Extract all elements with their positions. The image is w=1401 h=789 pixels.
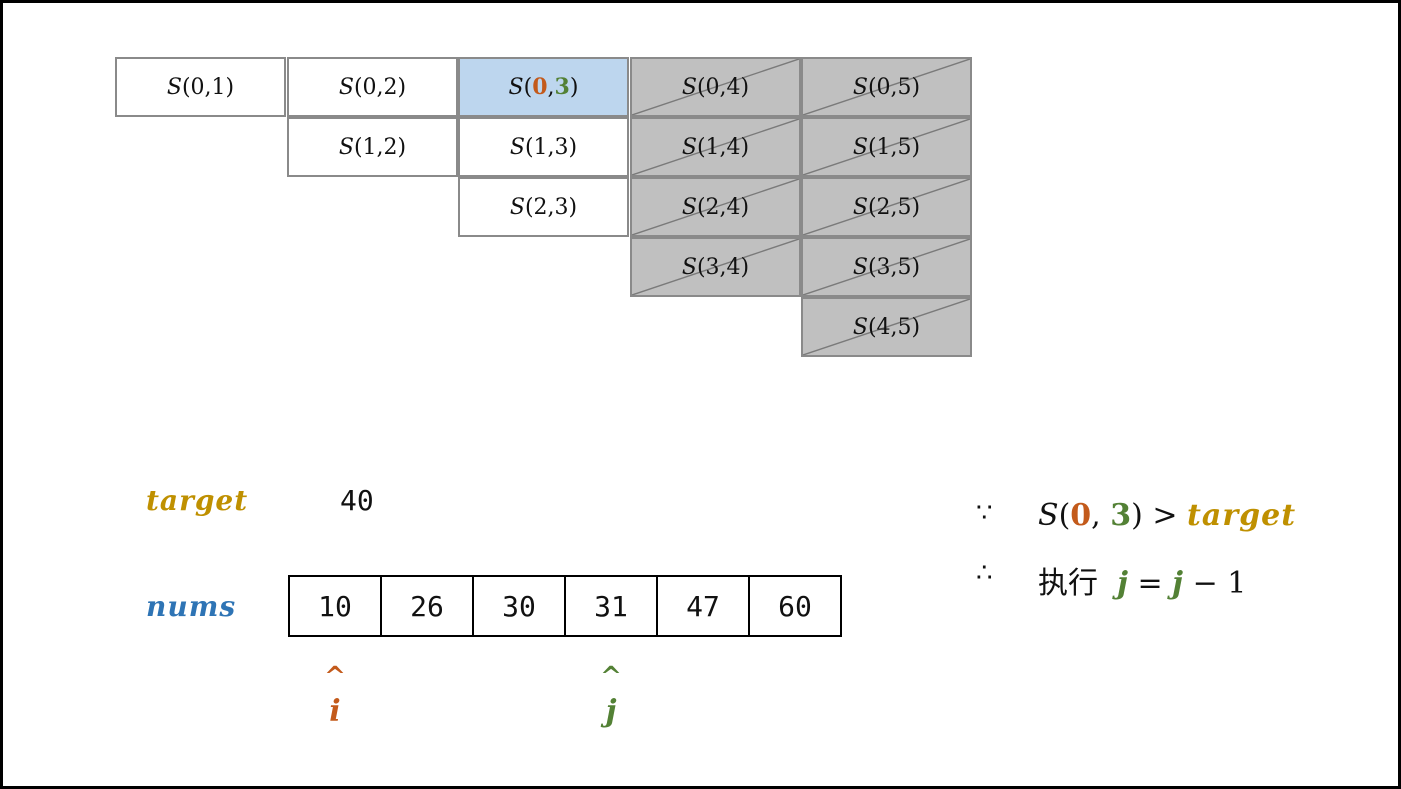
matrix-cell-label: S(0,4) xyxy=(681,74,750,100)
matrix-cell: S(0,5) xyxy=(801,57,972,117)
matrix-cell: S(2,3) xyxy=(458,177,629,237)
matrix-cell: S(3,5) xyxy=(801,237,972,297)
nums-label: nums xyxy=(146,590,237,623)
matrix-cell: S(2,4) xyxy=(630,177,801,237)
excluded-slash xyxy=(803,119,970,175)
pointer-j: ^ j xyxy=(581,664,641,729)
action-lhs: j xyxy=(1117,566,1128,601)
condition-text: S(0, 3) > target xyxy=(1038,498,1297,533)
matrix-cell-label: S(0,5) xyxy=(852,74,921,100)
matrix-cell: S(0,3) xyxy=(458,57,629,117)
pointer-i-caret: ^ xyxy=(324,662,346,692)
nums-element: 47 xyxy=(656,575,750,637)
matrix-cell-label: S(1,2) xyxy=(338,134,407,160)
excluded-slash xyxy=(632,239,799,295)
matrix-cell-label: S(0,1) xyxy=(166,74,235,100)
nums-element: 30 xyxy=(472,575,566,637)
nums-array: 10 26 30 31 47 60 xyxy=(288,575,842,637)
excluded-slash xyxy=(803,179,970,235)
target-label: target xyxy=(146,484,249,517)
matrix-cell: S(1,3) xyxy=(458,117,629,177)
matrix-cell-label: S(2,4) xyxy=(681,194,750,220)
matrix-cell-label: S(0,3) xyxy=(508,74,579,100)
matrix-cell: S(1,2) xyxy=(287,117,458,177)
matrix-cell: S(0,1) xyxy=(115,57,286,117)
matrix-cell: S(0,4) xyxy=(630,57,801,117)
pointer-i: ^ i xyxy=(305,664,365,729)
excluded-slash xyxy=(803,59,970,115)
excluded-slash xyxy=(632,59,799,115)
action-rhs-rest: − 1 xyxy=(1192,566,1247,601)
excluded-slash xyxy=(803,299,970,355)
target-value: 40 xyxy=(340,484,374,517)
matrix-cell-label: S(1,4) xyxy=(681,134,750,160)
nums-element: 60 xyxy=(748,575,842,637)
excluded-slash xyxy=(632,179,799,235)
matrix-cell-label: S(0,2) xyxy=(338,74,407,100)
condition-i: 0 xyxy=(1070,498,1092,533)
pointer-j-caret: ^ xyxy=(600,662,622,692)
therefore-line: ∴ 执行 j = j − 1 xyxy=(976,558,1336,601)
condition-rhs: target xyxy=(1187,498,1297,533)
therefore-symbol: ∴ xyxy=(976,558,993,588)
excluded-slash xyxy=(803,239,970,295)
matrix-cell: S(1,5) xyxy=(801,117,972,177)
because-line: ∵ S(0, 3) > target xyxy=(976,498,1336,538)
matrix-cell-label: S(3,4) xyxy=(681,254,750,280)
matrix-cell-label: S(3,5) xyxy=(852,254,921,280)
action-rhs-var: j xyxy=(1172,566,1184,601)
matrix-cell-label: S(2,3) xyxy=(509,194,578,220)
nums-element: 26 xyxy=(380,575,474,637)
matrix-cell: S(3,4) xyxy=(630,237,801,297)
action-text: 执行 j = j − 1 xyxy=(1038,558,1246,602)
matrix-cell: S(2,5) xyxy=(801,177,972,237)
matrix-cell-label: S(1,5) xyxy=(852,134,921,160)
matrix-cell-label: S(4,5) xyxy=(852,314,921,340)
action-eq: = xyxy=(1137,566,1163,601)
pointer-i-name: i xyxy=(329,694,341,729)
matrix-cell: S(0,2) xyxy=(287,57,458,117)
condition-j: 3 xyxy=(1110,498,1132,533)
because-symbol: ∵ xyxy=(976,498,993,528)
condition-fn: S xyxy=(1038,498,1059,533)
pointer-j-name: j xyxy=(605,694,617,729)
matrix-cell: S(1,4) xyxy=(630,117,801,177)
excluded-slash xyxy=(632,119,799,175)
matrix-cell: S(4,5) xyxy=(801,297,972,357)
matrix-cell-label: S(1,3) xyxy=(509,134,578,160)
nums-element: 10 xyxy=(288,575,382,637)
nums-element: 31 xyxy=(564,575,658,637)
matrix-cell-label: S(2,5) xyxy=(852,194,921,220)
action-prefix: 执行 xyxy=(1038,566,1098,601)
condition-op: > xyxy=(1152,498,1178,533)
